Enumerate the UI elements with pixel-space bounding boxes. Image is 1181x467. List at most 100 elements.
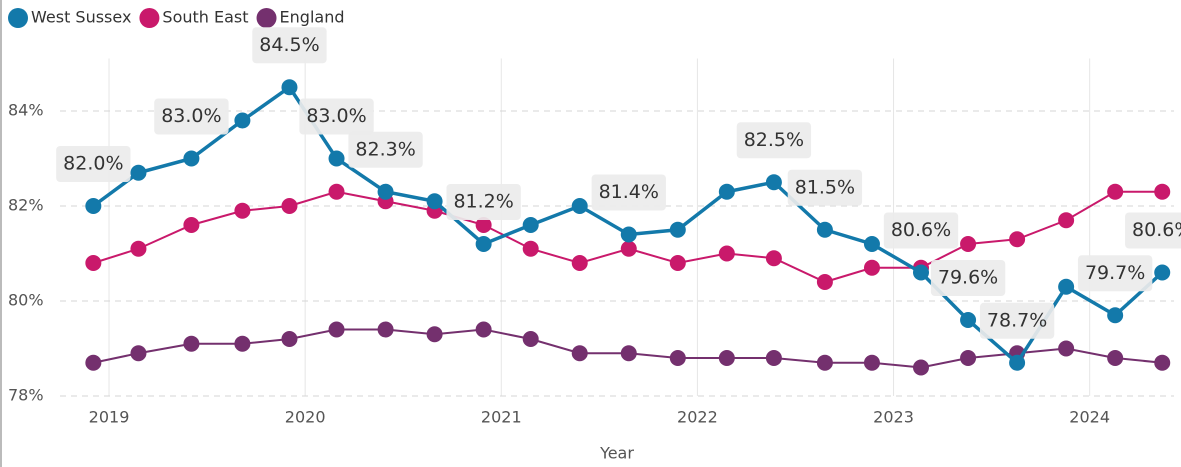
data-point [85,354,102,371]
data-label: 78.7% [979,302,1055,339]
data-label-box [154,98,229,135]
data-label-box [736,122,812,159]
data-label: 80.6% [1125,212,1181,249]
data-point [912,359,929,376]
data-point [1107,183,1124,200]
data-point [620,240,637,257]
data-point [960,312,977,328]
data-point [816,221,833,238]
data-label-text: 79.6% [938,267,998,289]
data-label: 83.0% [299,98,374,135]
data-point [1107,350,1124,366]
data-point [1154,264,1171,281]
data-point [669,350,686,366]
data-label-box [930,260,1006,296]
x-tick-label: 2023 [873,408,914,427]
x-axis-label: Year [599,444,634,463]
x-tick-label: 2024 [1069,408,1110,427]
legend-label: England [280,8,345,27]
data-point [328,150,345,167]
data-point [281,331,298,347]
data-point [571,198,588,214]
data-label: 84.5% [252,27,327,64]
data-point [669,255,686,271]
data-point [475,236,492,252]
data-point [816,354,833,371]
data-point [765,174,782,191]
data-point [1058,278,1075,295]
data-point [281,198,298,214]
data-label-box [348,131,423,168]
data-label-text: 81.5% [795,176,855,198]
data-label-text: 81.4% [599,181,659,203]
data-label-box [252,27,327,64]
legend-marker [8,8,28,28]
data-label-text: 84.5% [259,34,319,56]
data-point [863,236,880,252]
data-label: 79.7% [1077,255,1153,292]
data-point [1009,231,1026,248]
data-point [234,112,251,129]
x-tick-label: 2020 [285,408,326,427]
data-label-text: 82.3% [355,138,415,160]
data-point [620,226,637,243]
data-point [234,335,251,352]
data-point [183,217,200,233]
y-tick-label: 80% [8,291,44,310]
data-label-text: 82.0% [63,153,123,175]
data-label-box [1077,255,1153,292]
data-point [281,79,298,96]
data-point [718,245,735,262]
data-label: 83.0% [154,98,229,135]
data-point [234,202,251,219]
legend-item: South East [139,8,249,28]
y-tick-label: 82% [8,196,44,215]
data-point [130,345,147,362]
data-label: 80.6% [883,212,959,249]
legend-item: England [256,8,345,28]
data-point [863,259,880,276]
data-point [1058,212,1075,229]
legend-item: West Sussex [8,8,131,28]
data-label-text: 80.6% [891,219,951,241]
data-point [571,255,588,271]
data-point [85,255,102,271]
data-label: 81.4% [591,174,666,211]
y-tick-label: 84% [8,101,44,120]
x-tick-label: 2019 [89,408,130,427]
data-point [426,326,443,343]
data-point [522,240,539,257]
data-label-text: 79.7% [1085,262,1145,284]
data-point [960,236,977,252]
data-label-box [787,169,863,206]
data-label: 81.5% [787,169,863,206]
legend-label: West Sussex [31,8,131,27]
x-tick-label: 2021 [481,408,522,427]
data-label-text: 81.2% [453,191,513,213]
data-label: 79.6% [930,260,1006,296]
data-label-box [591,174,666,211]
data-point [912,264,929,281]
data-label-box [446,184,521,220]
data-point [377,321,394,338]
data-point [718,183,735,200]
data-point [183,335,200,352]
data-label: 82.5% [736,122,812,159]
legend-marker [139,8,160,28]
data-point [620,345,637,362]
data-point [475,321,492,338]
data-label: 81.2% [446,184,521,220]
data-point [960,350,977,366]
data-point [130,164,147,181]
data-label-box [299,98,374,135]
y-tick-label: 78% [8,386,44,405]
data-point [1058,340,1075,357]
data-point [571,345,588,362]
data-point [765,350,782,366]
legend-label: South East [162,8,248,27]
data-point [1154,183,1171,200]
data-point [669,221,686,238]
data-label-text: 80.6% [1132,219,1181,241]
data-point [183,150,200,167]
